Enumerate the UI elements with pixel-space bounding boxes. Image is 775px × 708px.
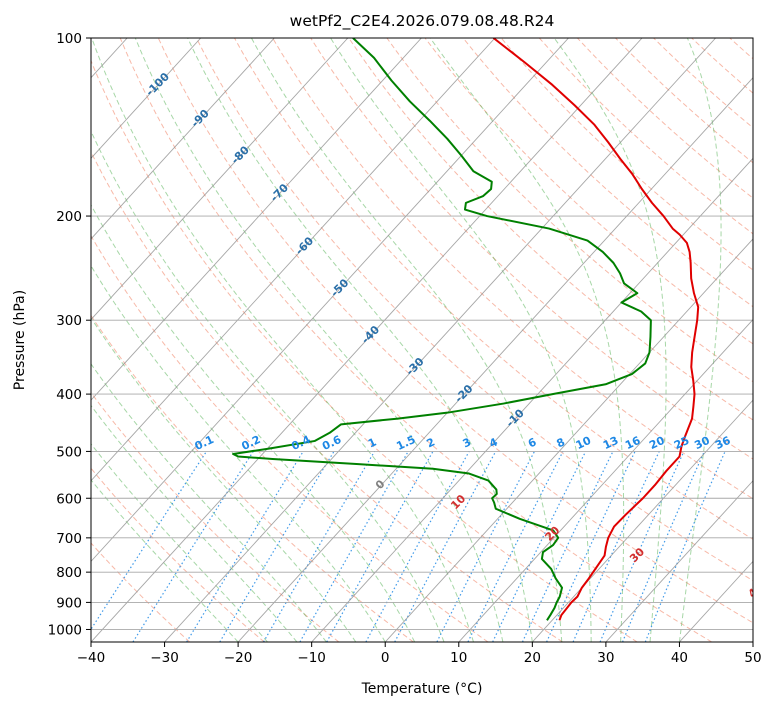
- x-tick-label: 10: [450, 650, 467, 666]
- dewpoint-profile-line: [232, 38, 652, 621]
- isotherm-line: [91, 38, 349, 321]
- x-tick-label: 50: [744, 650, 761, 666]
- isotherm-line: [91, 38, 202, 159]
- isotherm-line: [91, 38, 422, 401]
- moist-adiabat-line: [91, 479, 239, 642]
- x-tick-label: 40: [671, 650, 688, 666]
- dry-adiabat-line: [500, 38, 753, 271]
- moist-adiabat-line: [678, 38, 722, 642]
- mixing-ratio-line: [326, 451, 434, 642]
- isotherm-line: [311, 157, 753, 642]
- x-tick-label: 30: [597, 650, 614, 666]
- dry-adiabat-line: [348, 38, 753, 421]
- dry-adiabat-line: [195, 38, 753, 582]
- dry-adiabat-line: [91, 150, 563, 642]
- moist-adiabat-line: [91, 264, 386, 642]
- y-tick-label: 100: [56, 31, 82, 47]
- isotherm-line: [164, 38, 716, 642]
- y-tick-label: 700: [56, 531, 82, 547]
- moist-adiabat-line: [134, 38, 504, 642]
- mixing-ratio-label: 30: [692, 434, 712, 452]
- moist-adiabat-line: [91, 404, 298, 642]
- dry-adiabat-label: 40: [746, 580, 766, 600]
- moist-adiabat-line: [91, 130, 445, 642]
- dry-adiabat-line: [91, 391, 340, 642]
- dry-adiabat-line: [91, 467, 265, 642]
- moist-adiabat-line: [429, 38, 625, 642]
- dry-adiabat-line: [577, 38, 753, 199]
- plot-area: -100-90-80-70-60-50-40-30-20-10010203040…: [91, 38, 766, 642]
- y-tick-label: 900: [56, 595, 82, 611]
- y-tick-label: 400: [56, 387, 82, 403]
- mixing-ratio-label: 36: [713, 434, 733, 452]
- mixing-ratio-line: [365, 451, 470, 642]
- isotherm-line: [91, 38, 496, 482]
- y-tick-label: 200: [56, 209, 82, 225]
- x-axis-ticks: −40 −30 −20 −10 0 10 20 30 40 50: [77, 642, 762, 666]
- isotherm-line: [458, 318, 753, 642]
- dry-adiabat-line: [91, 59, 638, 642]
- isotherm-line: [532, 399, 753, 642]
- dry-adiabat-line: [462, 38, 753, 308]
- moist-adiabat-line: [91, 38, 474, 642]
- y-tick-label: 1000: [48, 622, 82, 638]
- mixing-ratio-line: [467, 451, 564, 642]
- isotherm-line: [384, 238, 753, 642]
- y-tick-label: 800: [56, 565, 82, 581]
- x-tick-label: −10: [297, 650, 326, 666]
- moist-adiabat-line: [187, 38, 533, 642]
- x-tick-label: −40: [77, 650, 106, 666]
- moist-adiabat-line: [553, 38, 667, 642]
- mixing-ratio-label: 25: [672, 434, 691, 452]
- x-tick-label: 0: [381, 650, 390, 666]
- mixing-ratio-line: [521, 451, 614, 642]
- mixing-ratio-line: [219, 451, 335, 642]
- sounding-profiles: [232, 38, 700, 621]
- mixing-ratio-line: [599, 451, 685, 642]
- y-tick-label: 600: [56, 491, 82, 507]
- isotherm-line: [91, 38, 643, 642]
- isotherm-line: [237, 77, 753, 642]
- dry-adiabat-line: [157, 38, 753, 624]
- x-tick-label: −30: [150, 650, 179, 666]
- moist-adiabat-line: [91, 317, 357, 642]
- plot-frame: [90, 37, 754, 643]
- background-lines: [91, 38, 753, 642]
- mixing-ratio-line: [492, 451, 587, 642]
- chart-title: wetPf2_C2E4.2026.079.08.48.R24: [290, 12, 555, 31]
- mixing-ratio-line: [572, 451, 660, 642]
- mixing-ratio-line: [91, 451, 208, 631]
- x-axis-label: Temperature (°C): [361, 681, 483, 697]
- x-tick-label: 20: [524, 650, 541, 666]
- isotherm-line: [605, 480, 753, 642]
- moist-adiabat-line: [91, 443, 268, 642]
- mixing-ratio-line: [262, 451, 376, 642]
- isotherm-line: [91, 38, 569, 563]
- mixing-ratio-line: [186, 451, 304, 642]
- mixing-ratio-label: 10: [574, 434, 594, 452]
- mixing-ratio-label: 16: [623, 434, 643, 452]
- dry-adiabat-line: [234, 38, 753, 540]
- temperature-profile-line: [492, 38, 700, 621]
- y-axis-label: Pressure (hPa): [12, 290, 28, 390]
- isotherm-line: [91, 38, 275, 240]
- y-axis-ticks: 100 200 300 400 500 600 700 800 900 1000: [48, 31, 91, 638]
- mixing-ratio-label: 13: [601, 434, 620, 452]
- moist-adiabat-line: [330, 38, 592, 642]
- mixing-ratio-line: [299, 451, 409, 642]
- mixing-ratio-label: 20: [647, 434, 667, 452]
- mixing-ratio-line: [546, 451, 636, 642]
- mixing-ratio-line: [621, 451, 705, 642]
- x-tick-label: −20: [224, 650, 253, 666]
- y-tick-label: 500: [56, 444, 82, 460]
- mixing-ratio-line: [132, 451, 254, 642]
- y-tick-label: 300: [56, 313, 82, 329]
